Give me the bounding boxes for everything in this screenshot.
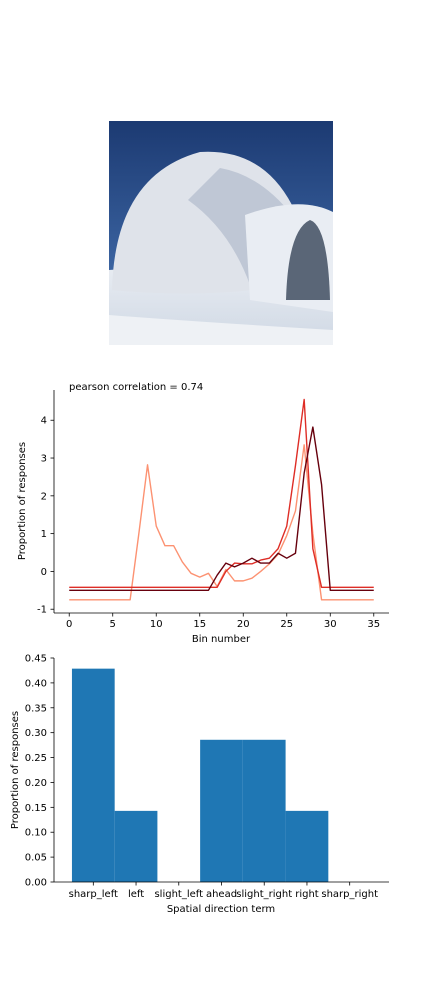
line-series-dark-series [69, 426, 374, 592]
line-chart-xlabel: Bin number [192, 634, 251, 645]
bar-chart-bars [71, 668, 329, 882]
bar-chart-ytick-label: 0.40 [25, 678, 47, 689]
line-chart-ylabel: Proportion of responses [17, 442, 28, 560]
bar-chart-ytick-label: 0.15 [25, 803, 47, 814]
line-chart-ytick-label: 2 [41, 491, 47, 502]
bar-chart-xtick-label: sharp_right [321, 889, 378, 900]
line-chart-xtick-label: 0 [66, 619, 72, 630]
bar-chart-xtick-label: slight_right [236, 889, 292, 900]
line-chart-ytick-label: 1 [41, 529, 47, 540]
bar-chart-ytick-label: 0.25 [25, 753, 47, 764]
line-chart-title: pearson correlation = 0.74 [69, 382, 203, 393]
bar-chart: sharp_left left slight_left ahead slight_rig… [10, 654, 389, 915]
line-chart-series [69, 398, 374, 601]
bar-chart-ylabel: Proportion of responses [10, 711, 21, 829]
bar-sharp_left [71, 668, 115, 882]
line-chart-ytick-label: -1 [37, 605, 47, 616]
line-series-mid-series [69, 398, 374, 588]
line-chart: pearson correlation = 0.74 0 5 10 15 20 25 30 3… [17, 382, 389, 645]
igloo-photo [109, 121, 333, 345]
line-chart-xtick-label: 20 [237, 619, 250, 630]
bar-chart-xtick-label: left [128, 889, 144, 900]
bar-chart-xtick-label: ahead [206, 889, 237, 900]
line-chart-ytick-label: 4 [41, 416, 47, 427]
bar-left [114, 810, 158, 882]
bar-chart-ytick-label: 0.00 [25, 878, 47, 889]
bar-ahead [200, 739, 243, 882]
bar-chart-ytick-label: 0.05 [25, 853, 47, 864]
bar-slight_right [242, 739, 286, 882]
bar-chart-xtick-label: right [295, 889, 319, 900]
line-chart-axes: 0 5 10 15 20 25 30 35 -1 0 1 2 3 4 [37, 416, 380, 630]
bar-chart-xlabel: Spatial direction term [167, 904, 275, 915]
line-chart-xtick-label: 30 [324, 619, 337, 630]
bar-chart-xtick-label: slight_left [154, 889, 203, 900]
bar-chart-ytick-label: 0.10 [25, 828, 47, 839]
line-chart-xtick-label: 15 [193, 619, 206, 630]
line-series-light-series [69, 444, 374, 601]
bar-right [285, 810, 329, 882]
line-chart-xtick-label: 5 [110, 619, 116, 630]
bar-chart-ytick-label: 0.35 [25, 703, 47, 714]
line-chart-xtick-label: 25 [280, 619, 293, 630]
line-chart-ytick-label: 0 [41, 567, 47, 578]
line-chart-xtick-label: 10 [150, 619, 163, 630]
bar-chart-ytick-label: 0.20 [25, 778, 47, 789]
bar-chart-axes: sharp_left left slight_left ahead slight_rig… [25, 654, 378, 901]
line-chart-ytick-label: 3 [41, 454, 47, 465]
bar-chart-xtick-label: sharp_left [69, 889, 118, 900]
igloo-entrance [286, 220, 330, 300]
line-chart-xtick-label: 35 [367, 619, 380, 630]
foreground-snow [109, 315, 333, 345]
bar-chart-ytick-label: 0.30 [25, 728, 47, 739]
bar-chart-ytick-label: 0.45 [25, 654, 47, 665]
